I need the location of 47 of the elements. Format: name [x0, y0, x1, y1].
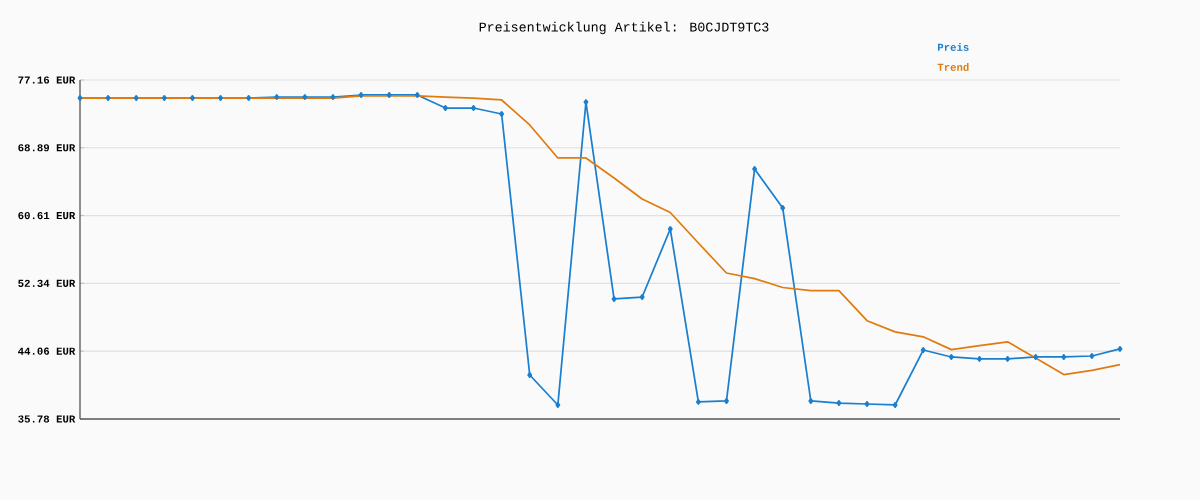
point — [133, 95, 139, 102]
point — [358, 91, 364, 98]
point — [555, 401, 561, 408]
point — [414, 91, 420, 98]
point — [527, 372, 533, 379]
point — [920, 347, 926, 354]
point — [442, 105, 448, 112]
point — [808, 397, 814, 404]
point — [892, 401, 898, 408]
point — [695, 398, 701, 405]
point — [1005, 355, 1011, 362]
point — [246, 95, 252, 102]
point — [330, 94, 336, 101]
point — [1117, 345, 1123, 352]
point — [836, 400, 842, 407]
y-tick-label: 52.34 EUR — [18, 279, 76, 287]
point — [752, 165, 758, 172]
point — [302, 94, 308, 101]
point — [948, 353, 954, 360]
point — [1089, 353, 1095, 359]
point — [105, 95, 111, 102]
point — [667, 226, 673, 233]
y-tick-label: 68.89 EUR — [18, 144, 76, 152]
point — [274, 94, 280, 101]
point — [1033, 353, 1039, 360]
point — [583, 99, 589, 106]
point — [611, 295, 617, 302]
point — [77, 95, 83, 102]
point — [218, 95, 224, 102]
point — [780, 204, 786, 211]
point — [1061, 353, 1067, 360]
point — [724, 397, 729, 404]
y-tick-label: 35.78 EUR — [18, 415, 76, 423]
point — [161, 95, 167, 102]
text: Trend — [937, 63, 969, 71]
y-tick-label: 77.16 EUR — [18, 76, 76, 84]
point — [386, 91, 392, 98]
y-tick-label: 60.61 EUR — [18, 211, 76, 220]
point — [189, 95, 195, 102]
y-tick-label: 44.06 EUR — [18, 347, 76, 355]
chart-title: Preisentwicklung Artikel: B0CJDT9TC3 — [479, 21, 769, 35]
point — [976, 355, 982, 362]
point — [471, 105, 476, 112]
point — [499, 110, 505, 117]
point — [639, 294, 645, 301]
text: Preis — [938, 43, 969, 51]
point — [864, 401, 870, 408]
